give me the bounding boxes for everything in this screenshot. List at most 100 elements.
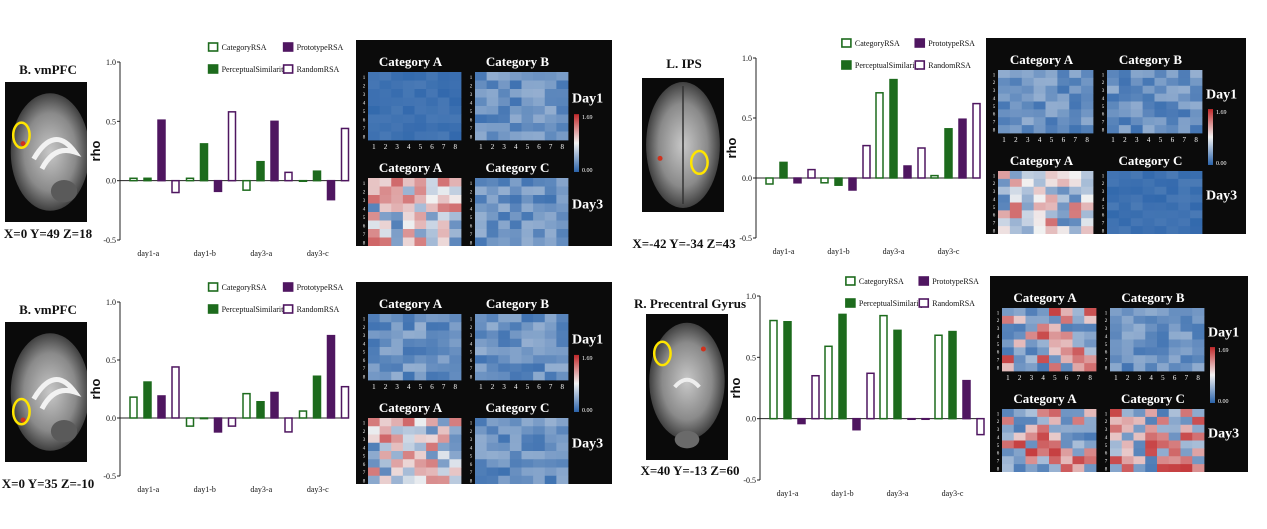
heatmap-cell (437, 203, 450, 213)
heatmap-cell (391, 72, 404, 81)
heatmap-cell (498, 347, 511, 356)
heatmap-cell (1190, 226, 1203, 234)
bar-PrototypeRSA-day1-b (213, 417, 223, 433)
heatmap-cell (368, 229, 381, 238)
heatmap-cell (1009, 210, 1023, 219)
x-tick-label: day3-a (883, 247, 905, 256)
col-tick: 1 (372, 143, 376, 151)
heatmap-cell (368, 72, 381, 81)
heatmap-cell (486, 442, 499, 452)
heatmap-cell (533, 475, 546, 484)
heatmap-cell (1180, 323, 1193, 333)
heatmap-cell (437, 131, 450, 141)
heatmap-cell (998, 226, 1011, 234)
heatmap-cell (1178, 194, 1191, 203)
row-tick: 5 (1105, 343, 1108, 348)
heatmap-cell (368, 178, 381, 187)
col-tick: 8 (560, 143, 564, 151)
heatmap-cell (414, 229, 427, 238)
col-tick: 4 (514, 383, 518, 391)
heatmap-cell (414, 114, 427, 124)
day3-label: Day3 (1206, 188, 1237, 203)
heatmap-cell (1166, 210, 1179, 219)
heatmap-cell (1110, 464, 1123, 472)
heatmap-cell (1081, 109, 1094, 118)
bar-PerceptualSimilarity-day1-a (779, 161, 788, 179)
heatmap-cell (1002, 363, 1015, 372)
legend-label: CategoryRSA (222, 43, 267, 52)
col-tick: 3 (1030, 374, 1034, 382)
heatmap-cell (1157, 339, 1170, 348)
heatmap-cell (1192, 331, 1205, 340)
heatmap-cell (498, 72, 511, 81)
bar-chart: 1.0 0.5 0.0 -0.5 rho CategoryRSA PrototypeRSA P… (88, 280, 356, 506)
bar-PrototypeRSA-day3-a (270, 391, 279, 419)
heatmap-cell (1072, 432, 1085, 441)
heatmap-cell (521, 203, 534, 213)
heatmap-cell (437, 186, 450, 196)
heatmap-cell (1130, 202, 1144, 211)
heatmap-cell (1033, 117, 1046, 126)
heatmap-cell (1021, 101, 1035, 110)
heatmap-cell (379, 237, 392, 246)
row-tick: 5 (363, 455, 366, 460)
heatmap-cell (437, 220, 450, 230)
brain-image (5, 322, 87, 462)
heatmap-cell (402, 330, 415, 340)
col-tick: 5 (1159, 136, 1163, 144)
legend-swatch (282, 64, 294, 74)
heatmap-cell (486, 80, 499, 90)
heatmap-cell (1025, 440, 1038, 449)
heatmap-cell (533, 418, 546, 427)
heatmap-cell (1107, 186, 1120, 196)
row-tick: 4 (363, 446, 366, 451)
heatmap-cell (1145, 424, 1158, 434)
heatmap-cell (402, 72, 415, 81)
heatmap-cell (475, 314, 488, 323)
heatmap-cell (1037, 331, 1050, 340)
heatmap-cell (498, 212, 511, 221)
row-tick: 7 (1102, 121, 1105, 126)
heatmap-cell (426, 212, 439, 221)
heatmap-cell (1107, 70, 1120, 79)
heatmap-cell (1069, 101, 1082, 110)
heatmap-cell (475, 426, 488, 435)
heatmap-cell (1192, 409, 1205, 418)
row-tick: 5 (1102, 206, 1105, 211)
heatmap-cell (1021, 117, 1035, 126)
heatmap-cell (437, 338, 450, 348)
heatmap-cell (1121, 432, 1134, 441)
heatmap-cell (998, 210, 1011, 219)
heatmap-cell (1033, 101, 1046, 110)
heatmap-cell (1002, 416, 1015, 426)
heatmap-cell (368, 434, 381, 444)
heatmap-cell (1084, 416, 1097, 426)
bar-RandomRSA-day1-b (862, 144, 871, 179)
heatmap-cell (402, 195, 415, 204)
heatmap-cell (509, 418, 522, 427)
heatmap-cell (1084, 323, 1097, 333)
heatmap-cell (1045, 70, 1058, 79)
heatmap-cell (1142, 77, 1155, 87)
row-tick: 1 (1102, 73, 1105, 78)
heatmap-cell (521, 89, 534, 98)
heatmap-cell (379, 434, 392, 444)
legend-swatch (282, 42, 294, 52)
matrix-title: Category C (1119, 153, 1183, 168)
col-tick: 4 (407, 143, 411, 151)
heatmap-cell (449, 426, 462, 435)
y-axis-label: rho (728, 377, 743, 398)
row-tick: 8 (1102, 229, 1105, 234)
heatmap-cell (533, 212, 546, 221)
heatmap-cell (368, 237, 381, 246)
heatmap-cell (1107, 171, 1120, 180)
heatmap-cell (1060, 347, 1073, 356)
heatmap-cell (486, 322, 499, 331)
heatmap-cell (1081, 93, 1094, 102)
heatmap-cell (1145, 464, 1158, 472)
heatmap-cell (1107, 125, 1120, 134)
heatmap-cell (1133, 456, 1146, 465)
row-tick: 1 (363, 318, 366, 323)
heatmap-cell (1178, 70, 1191, 79)
